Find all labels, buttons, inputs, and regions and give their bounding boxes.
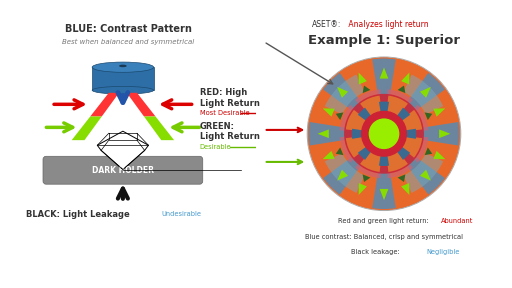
- Wedge shape: [384, 134, 429, 163]
- Circle shape: [361, 111, 407, 157]
- Polygon shape: [424, 112, 432, 120]
- Wedge shape: [346, 110, 384, 134]
- Text: Undesirable: Undesirable: [161, 211, 201, 217]
- Text: BLACK: Light Leakage: BLACK: Light Leakage: [26, 210, 130, 219]
- Wedge shape: [355, 89, 384, 134]
- Polygon shape: [420, 87, 431, 98]
- Polygon shape: [127, 93, 156, 116]
- Polygon shape: [336, 112, 344, 120]
- Wedge shape: [358, 108, 384, 134]
- Text: GREEN:: GREEN:: [200, 122, 234, 130]
- Polygon shape: [144, 116, 174, 140]
- Wedge shape: [325, 75, 365, 114]
- Wedge shape: [384, 134, 413, 178]
- Circle shape: [307, 57, 461, 211]
- Text: Abundant: Abundant: [441, 218, 473, 224]
- Wedge shape: [384, 105, 429, 134]
- Text: ASET®:: ASET®:: [312, 20, 342, 29]
- Text: RED: High: RED: High: [200, 88, 247, 97]
- Wedge shape: [384, 129, 416, 139]
- Wedge shape: [360, 134, 384, 172]
- Wedge shape: [417, 122, 459, 145]
- Wedge shape: [403, 153, 445, 195]
- Text: Most Desirable: Most Desirable: [200, 110, 249, 116]
- Wedge shape: [379, 101, 389, 134]
- Polygon shape: [323, 108, 335, 117]
- Text: Red and green light return:: Red and green light return:: [337, 218, 431, 224]
- Wedge shape: [372, 58, 396, 101]
- Text: Negligible: Negligible: [426, 249, 460, 255]
- Wedge shape: [355, 134, 384, 178]
- Text: Desirable: Desirable: [200, 143, 231, 149]
- Ellipse shape: [92, 86, 154, 94]
- Wedge shape: [384, 89, 413, 134]
- Polygon shape: [336, 147, 344, 155]
- Polygon shape: [401, 183, 410, 195]
- Wedge shape: [384, 134, 408, 172]
- Wedge shape: [325, 153, 365, 193]
- Wedge shape: [384, 96, 408, 134]
- Polygon shape: [97, 131, 148, 170]
- Wedge shape: [339, 134, 384, 163]
- Wedge shape: [323, 73, 365, 114]
- Wedge shape: [346, 134, 384, 158]
- Wedge shape: [403, 75, 443, 114]
- Wedge shape: [384, 108, 410, 134]
- Text: Blue contrast: Balanced, crisp and symmetrical: Blue contrast: Balanced, crisp and symme…: [305, 234, 463, 240]
- Bar: [92, 67, 154, 90]
- Polygon shape: [424, 147, 432, 155]
- Polygon shape: [439, 129, 451, 138]
- Wedge shape: [339, 105, 384, 134]
- Polygon shape: [72, 116, 102, 140]
- Polygon shape: [398, 86, 406, 93]
- Text: BLUE: Contrast Pattern: BLUE: Contrast Pattern: [65, 24, 191, 34]
- Polygon shape: [323, 151, 335, 159]
- Wedge shape: [309, 122, 351, 145]
- Text: Example 1: Superior: Example 1: Superior: [308, 34, 460, 47]
- Polygon shape: [380, 189, 388, 200]
- Polygon shape: [433, 151, 445, 159]
- Text: Black leakage:: Black leakage:: [351, 249, 401, 255]
- Wedge shape: [360, 96, 384, 134]
- Wedge shape: [379, 134, 389, 166]
- Wedge shape: [384, 134, 410, 160]
- Wedge shape: [352, 129, 384, 139]
- Polygon shape: [433, 108, 445, 117]
- Ellipse shape: [92, 62, 154, 72]
- Text: Black leakage: Negligible: Black leakage: Negligible: [0, 287, 1, 288]
- FancyBboxPatch shape: [43, 156, 203, 184]
- Text: Light Return: Light Return: [200, 98, 260, 107]
- Polygon shape: [362, 174, 370, 182]
- Ellipse shape: [119, 65, 127, 67]
- Text: Light Return: Light Return: [200, 132, 260, 141]
- Polygon shape: [337, 170, 348, 181]
- Wedge shape: [372, 166, 396, 209]
- Wedge shape: [358, 134, 384, 160]
- Polygon shape: [358, 183, 367, 195]
- Polygon shape: [398, 174, 406, 182]
- Text: DARK HOLDER: DARK HOLDER: [92, 166, 154, 175]
- Polygon shape: [362, 86, 370, 93]
- Text: Best when balanced and symmetrical: Best when balanced and symmetrical: [62, 39, 194, 45]
- Wedge shape: [384, 134, 422, 158]
- Polygon shape: [380, 67, 388, 79]
- Polygon shape: [90, 93, 119, 116]
- Text: Analyzes light return: Analyzes light return: [346, 20, 428, 29]
- Wedge shape: [323, 153, 365, 195]
- Wedge shape: [384, 110, 422, 134]
- Polygon shape: [317, 129, 329, 138]
- Polygon shape: [420, 170, 431, 181]
- Polygon shape: [337, 87, 348, 98]
- Wedge shape: [403, 73, 445, 114]
- Circle shape: [344, 94, 424, 174]
- Polygon shape: [401, 73, 410, 84]
- Circle shape: [369, 118, 399, 149]
- Polygon shape: [358, 73, 367, 84]
- Wedge shape: [403, 153, 443, 193]
